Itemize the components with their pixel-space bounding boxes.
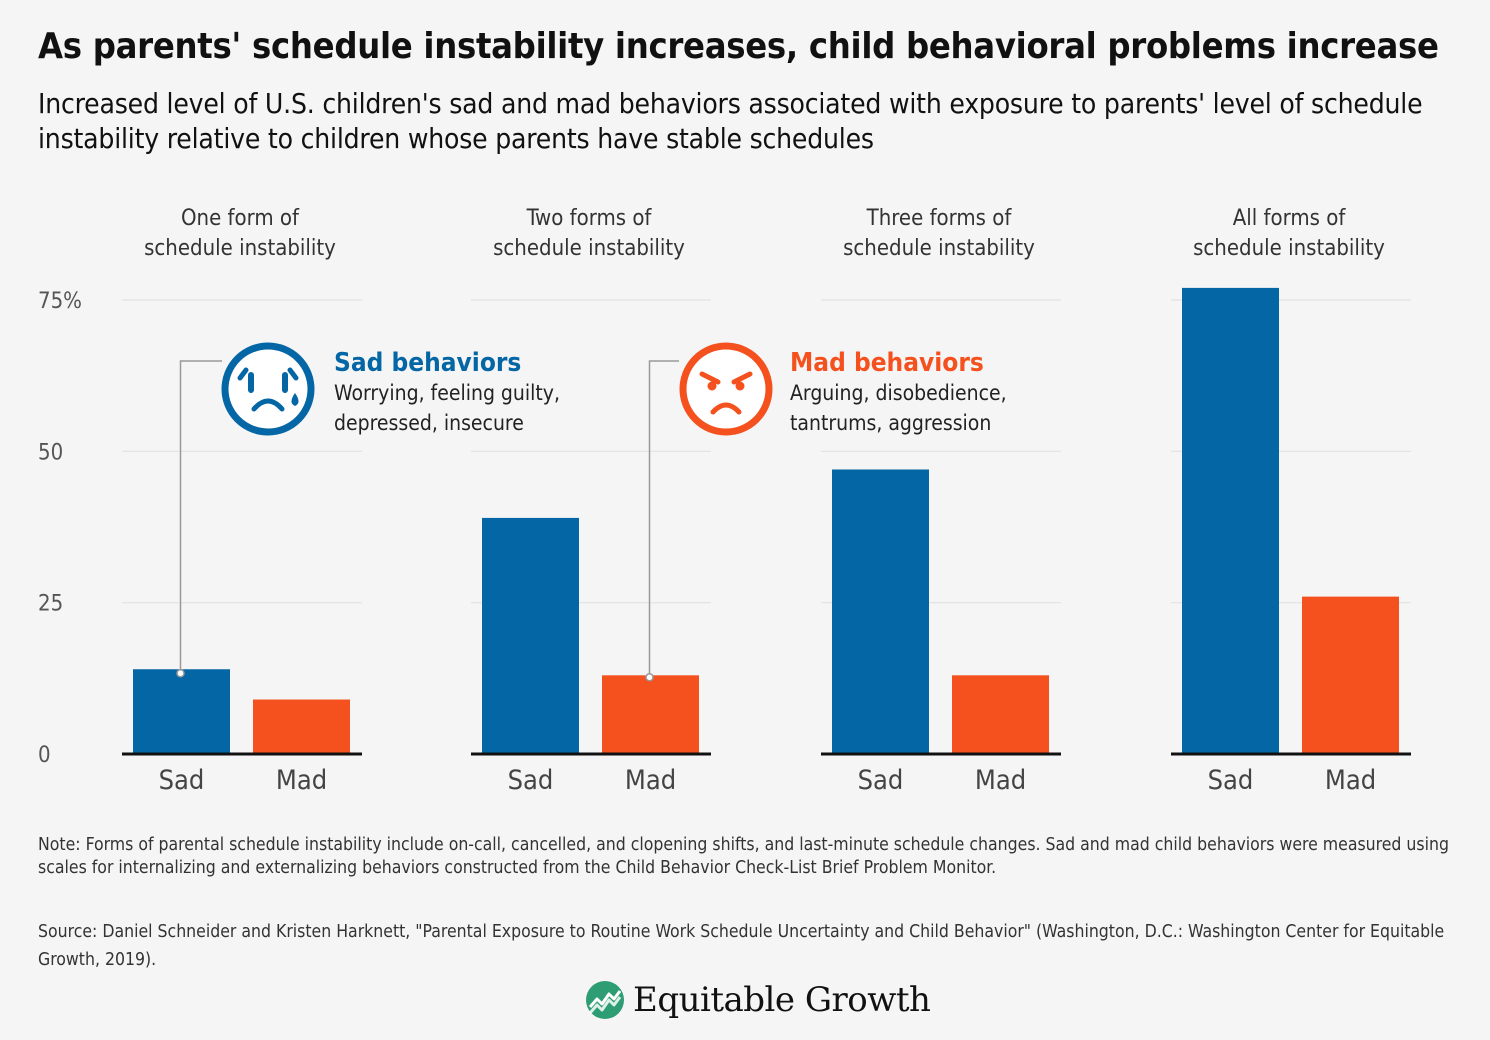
equitable-growth-logo-icon — [586, 981, 624, 1019]
x-tick-label: Sad — [508, 765, 554, 796]
panel-title-line: One form of — [181, 206, 300, 231]
panel-title-line: schedule instability — [1193, 236, 1385, 261]
panel-title-line: Two forms of — [526, 206, 653, 231]
panel-title-line: schedule instability — [493, 236, 685, 261]
left-eye — [707, 381, 717, 391]
legend-description: tantrums, aggression — [790, 411, 991, 435]
legend-description: Worrying, feeling guilty, — [334, 381, 560, 405]
right-eye — [735, 381, 745, 391]
tear — [291, 393, 299, 406]
legend-title: Sad behaviors — [334, 348, 521, 378]
x-tick-label: Mad — [625, 765, 676, 796]
bar-mad — [602, 675, 699, 754]
chart-subtitle: Increased level of U.S. children's sad a… — [38, 87, 1423, 155]
y-tick-label: 25 — [38, 592, 63, 617]
bar-chart: 0 25 50 75% One form of schedule instability… — [38, 206, 1411, 796]
x-tick-label: Mad — [1325, 765, 1376, 796]
leader-dot — [645, 673, 654, 682]
leader-line — [179, 360, 222, 674]
sad-crying-face-icon — [221, 342, 315, 436]
y-tick-label: 0 — [38, 743, 51, 768]
bar-sad — [133, 669, 230, 754]
leader-dot — [176, 669, 185, 678]
panel-title-line: schedule instability — [144, 236, 336, 261]
bar-sad — [832, 469, 929, 754]
frown — [710, 402, 742, 415]
legend-description: Arguing, disobedience, — [790, 381, 1007, 405]
chart-note: Note: Forms of parental schedule instabi… — [38, 835, 1449, 878]
x-tick-label: Sad — [858, 765, 904, 796]
y-tick-label: 75% — [38, 289, 82, 314]
x-tick-label: Mad — [276, 765, 327, 796]
face-outline — [221, 342, 315, 436]
bar-mad — [253, 699, 350, 754]
eyebrows — [237, 367, 299, 381]
face-outline — [679, 342, 773, 436]
panel-title-line: schedule instability — [843, 236, 1035, 261]
y-tick-label: 50 — [38, 440, 63, 465]
legend-description: depressed, insecure — [334, 411, 524, 435]
eyebrows — [699, 371, 753, 385]
panel-title-line: All forms of — [1233, 206, 1347, 231]
chart-title: As parents' schedule instability increas… — [38, 26, 1439, 67]
x-tick-label: Sad — [1208, 765, 1254, 796]
x-tick-label: Mad — [975, 765, 1026, 796]
legend-title: Mad behaviors — [790, 348, 984, 378]
angry-face-icon — [679, 342, 773, 436]
bar-sad — [482, 517, 579, 754]
bar-mad — [952, 675, 1049, 754]
x-tick-label: Sad — [159, 765, 205, 796]
chart-source: Source: Daniel Schneider and Kristen Har… — [38, 922, 1445, 970]
leader-line — [648, 360, 679, 678]
brand-logo: Equitable Growth — [585, 980, 931, 1020]
brand-name: Equitable Growth — [633, 980, 931, 1020]
panel-title-line: Three forms of — [866, 206, 1013, 231]
bar-mad — [1302, 596, 1399, 754]
bar-sad — [1182, 287, 1279, 754]
frown — [251, 398, 285, 412]
